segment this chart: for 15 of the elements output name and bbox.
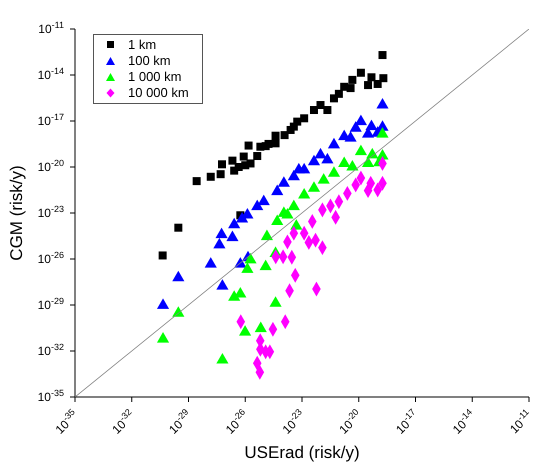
y-tick-label: 10$^{-20}$ [38, 158, 64, 174]
y-tick-label: 10$^{-17}$ [38, 112, 64, 128]
y-tick-label: 10$^{-23}$ [38, 204, 64, 220]
legend-label: 1 km [128, 37, 156, 53]
y-tick-label: 10$^{-11}$ [38, 20, 64, 36]
legend-label: 10 000 km [128, 85, 189, 101]
y-tick-label: 10$^{-14}$ [38, 66, 64, 82]
legend-label: 1 000 km [128, 69, 182, 85]
legend-label: 100 km [128, 53, 171, 69]
y-tick-label: 10$^{-26}$ [38, 250, 64, 266]
x-axis-title: USErad (risk/y) [244, 443, 360, 462]
y-axis-title: CGM (risk/y) [7, 165, 26, 261]
y-tick-label: 10$^{-29}$ [38, 296, 64, 312]
y-tick-label: 10$^{-35}$ [38, 388, 64, 404]
y-tick-label: 10$^{-32}$ [38, 342, 64, 358]
